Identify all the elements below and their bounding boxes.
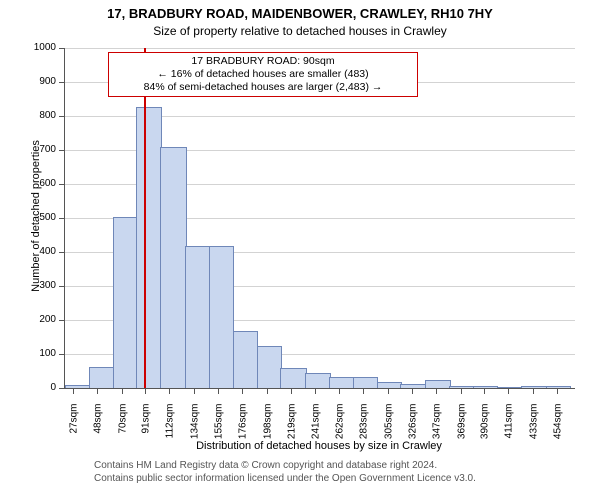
x-tick: [169, 388, 170, 394]
x-tick: [291, 388, 292, 394]
x-tick-label: 219sqm: [286, 404, 297, 454]
y-tick: [59, 286, 65, 287]
y-tick: [59, 320, 65, 321]
y-tick-label: 100: [22, 348, 56, 359]
x-tick-label: 283sqm: [359, 404, 370, 454]
y-tick: [59, 218, 65, 219]
histogram-plot: [64, 48, 575, 389]
histogram-bar: [136, 107, 161, 389]
x-tick: [97, 388, 98, 394]
annotation-line-1: 17 BRADBURY ROAD: 90sqm: [113, 55, 413, 68]
x-tick-label: 27sqm: [68, 404, 79, 454]
x-tick-label: 390sqm: [480, 404, 491, 454]
y-tick: [59, 252, 65, 253]
histogram-bar: [449, 386, 474, 388]
x-tick-label: 369sqm: [456, 404, 467, 454]
x-tick-label: 347sqm: [431, 404, 442, 454]
histogram-bar: [425, 380, 450, 388]
x-tick: [267, 388, 268, 394]
x-tick: [145, 388, 146, 394]
attribution-line-1: Contains HM Land Registry data © Crown c…: [94, 460, 476, 473]
x-tick: [315, 388, 316, 394]
x-tick-label: 112sqm: [165, 404, 176, 454]
histogram-bar: [185, 246, 210, 388]
y-tick: [59, 150, 65, 151]
x-tick-label: 198sqm: [262, 404, 273, 454]
histogram-bar: [160, 147, 186, 388]
annotation-line-2: ← 16% of detached houses are smaller (48…: [113, 68, 413, 81]
histogram-bar: [400, 384, 426, 388]
y-tick-label: 400: [22, 246, 56, 257]
x-tick: [484, 388, 485, 394]
x-tick-label: 48sqm: [92, 404, 103, 454]
y-tick: [59, 82, 65, 83]
attribution-line-2: Contains public sector information licen…: [94, 473, 476, 486]
y-tick-label: 900: [22, 76, 56, 87]
x-tick-label: 433sqm: [529, 404, 540, 454]
x-tick: [73, 388, 74, 394]
y-tick-label: 200: [22, 314, 56, 325]
y-tick-label: 0: [22, 382, 56, 393]
x-tick: [533, 388, 534, 394]
y-tick: [59, 354, 65, 355]
x-tick-label: 305sqm: [384, 404, 395, 454]
attribution: Contains HM Land Registry data © Crown c…: [94, 460, 476, 485]
y-tick-label: 700: [22, 144, 56, 155]
x-tick-label: 326sqm: [407, 404, 418, 454]
histogram-bar: [497, 387, 522, 388]
y-tick-label: 300: [22, 280, 56, 291]
x-tick: [388, 388, 389, 394]
x-tick: [363, 388, 364, 394]
y-tick: [59, 388, 65, 389]
y-tick: [59, 184, 65, 185]
histogram-bar: [65, 385, 90, 388]
x-tick-label: 454sqm: [552, 404, 563, 454]
x-tick: [508, 388, 509, 394]
x-tick-label: 411sqm: [504, 404, 515, 454]
x-tick: [242, 388, 243, 394]
x-tick-label: 176sqm: [237, 404, 248, 454]
y-tick: [59, 48, 65, 49]
x-tick-label: 70sqm: [117, 404, 128, 454]
x-tick: [436, 388, 437, 394]
y-tick-label: 1000: [22, 42, 56, 53]
x-tick: [461, 388, 462, 394]
x-tick: [218, 388, 219, 394]
histogram-bar: [305, 373, 330, 388]
x-tick: [557, 388, 558, 394]
y-tick-label: 500: [22, 212, 56, 223]
x-tick-label: 262sqm: [335, 404, 346, 454]
histogram-bar: [353, 377, 378, 388]
histogram-bar: [257, 346, 282, 388]
y-tick-label: 600: [22, 178, 56, 189]
histogram-bar: [233, 331, 258, 388]
page-subtitle: Size of property relative to detached ho…: [0, 24, 600, 38]
x-tick-label: 241sqm: [311, 404, 322, 454]
x-tick-label: 91sqm: [141, 404, 152, 454]
histogram-bar: [377, 382, 402, 388]
reference-marker: [144, 48, 146, 388]
annotation-box: 17 BRADBURY ROAD: 90sqm ← 16% of detache…: [108, 52, 418, 97]
histogram-bar: [89, 367, 114, 388]
x-tick-label: 155sqm: [214, 404, 225, 454]
x-tick: [194, 388, 195, 394]
y-tick: [59, 116, 65, 117]
histogram-bar: [546, 386, 571, 388]
histogram-bar: [473, 386, 498, 388]
page-title: 17, BRADBURY ROAD, MAIDENBOWER, CRAWLEY,…: [0, 6, 600, 21]
x-tick: [122, 388, 123, 394]
annotation-line-3: 84% of semi-detached houses are larger (…: [113, 81, 413, 94]
histogram-bar: [329, 377, 354, 388]
x-tick: [412, 388, 413, 394]
x-tick: [339, 388, 340, 394]
histogram-bar: [280, 368, 306, 388]
x-tick-label: 134sqm: [190, 404, 201, 454]
histogram-bar: [209, 246, 234, 388]
histogram-bar: [113, 217, 138, 388]
gridline: [65, 48, 575, 49]
y-tick-label: 800: [22, 110, 56, 121]
